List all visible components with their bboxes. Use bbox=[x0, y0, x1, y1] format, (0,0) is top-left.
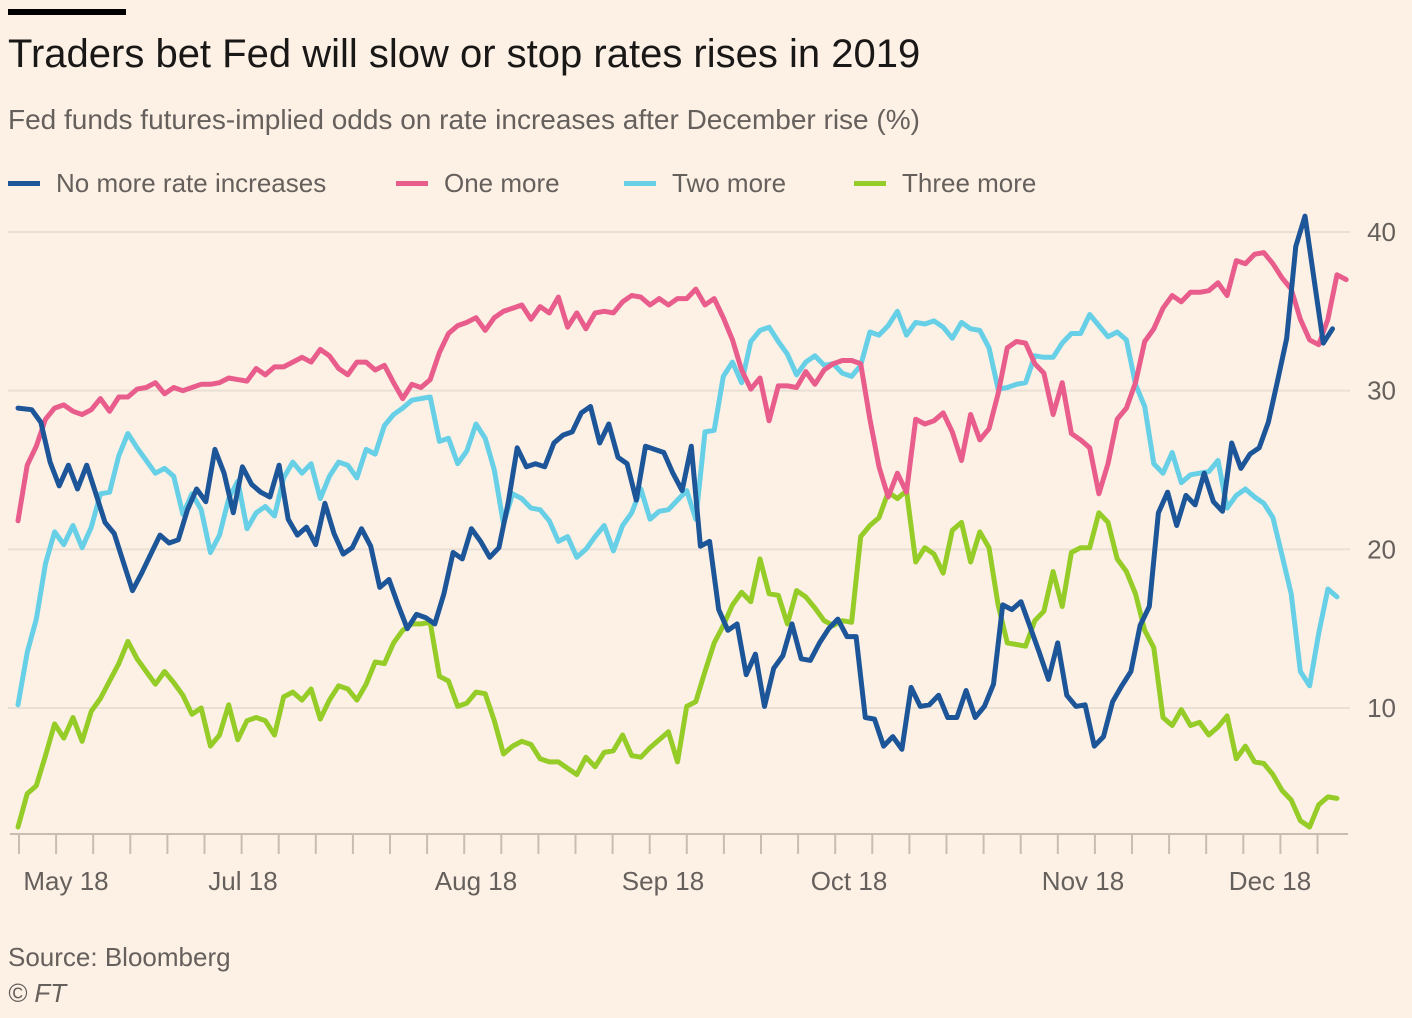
copyright-credit: © FT bbox=[8, 978, 67, 1008]
chart-plot: 10 20 30 40 May 18 Jul 18 Aug 18 Sep 18 Oct 18 No… bbox=[8, 213, 1396, 896]
legend-swatch-no-more bbox=[8, 180, 40, 186]
legend-label-three-more: Three more bbox=[902, 167, 1037, 198]
legend-item-three-more: Three more bbox=[854, 166, 1036, 200]
series-line-one-more bbox=[15, 250, 1349, 524]
x-tick-label: Dec 18 bbox=[1229, 866, 1311, 896]
x-tick-label: Sep 18 bbox=[622, 866, 704, 896]
series-line-no-more bbox=[15, 213, 1335, 752]
brand-rule bbox=[8, 9, 126, 15]
legend-swatch-one-more bbox=[396, 180, 428, 186]
x-tick-label: Jul 18 bbox=[208, 866, 277, 896]
legend-label-no-more: No more rate increases bbox=[56, 167, 327, 198]
x-tick-label: May 18 bbox=[23, 866, 108, 896]
x-tick-label: Aug 18 bbox=[435, 866, 517, 896]
legend-label-one-more: One more bbox=[444, 167, 560, 198]
legend-item-two-more: Two more bbox=[624, 166, 786, 200]
y-tick-label-40: 40 bbox=[1367, 217, 1396, 247]
chart-subtitle: Fed funds futures-implied odds on rate i… bbox=[8, 104, 920, 135]
chart-title: Traders bet Fed will slow or stop rates … bbox=[8, 32, 921, 76]
chart-legend: No more rate increases One more Two more… bbox=[8, 166, 1348, 200]
legend-swatch-three-more bbox=[854, 180, 886, 186]
legend-swatch-two-more bbox=[624, 180, 656, 186]
legend-item-no-more: No more rate increases bbox=[8, 166, 326, 200]
series-line-three-more bbox=[15, 488, 1340, 830]
y-tick-label-30: 30 bbox=[1367, 376, 1396, 406]
legend-label-two-more: Two more bbox=[672, 167, 787, 198]
y-tick-label-10: 10 bbox=[1367, 693, 1396, 723]
y-tick-label-20: 20 bbox=[1367, 534, 1396, 564]
source-note: Source: Bloomberg bbox=[8, 942, 231, 972]
legend-item-one-more: One more bbox=[396, 166, 560, 200]
x-tick-label: Nov 18 bbox=[1042, 866, 1124, 896]
x-tick-label: Oct 18 bbox=[811, 866, 888, 896]
